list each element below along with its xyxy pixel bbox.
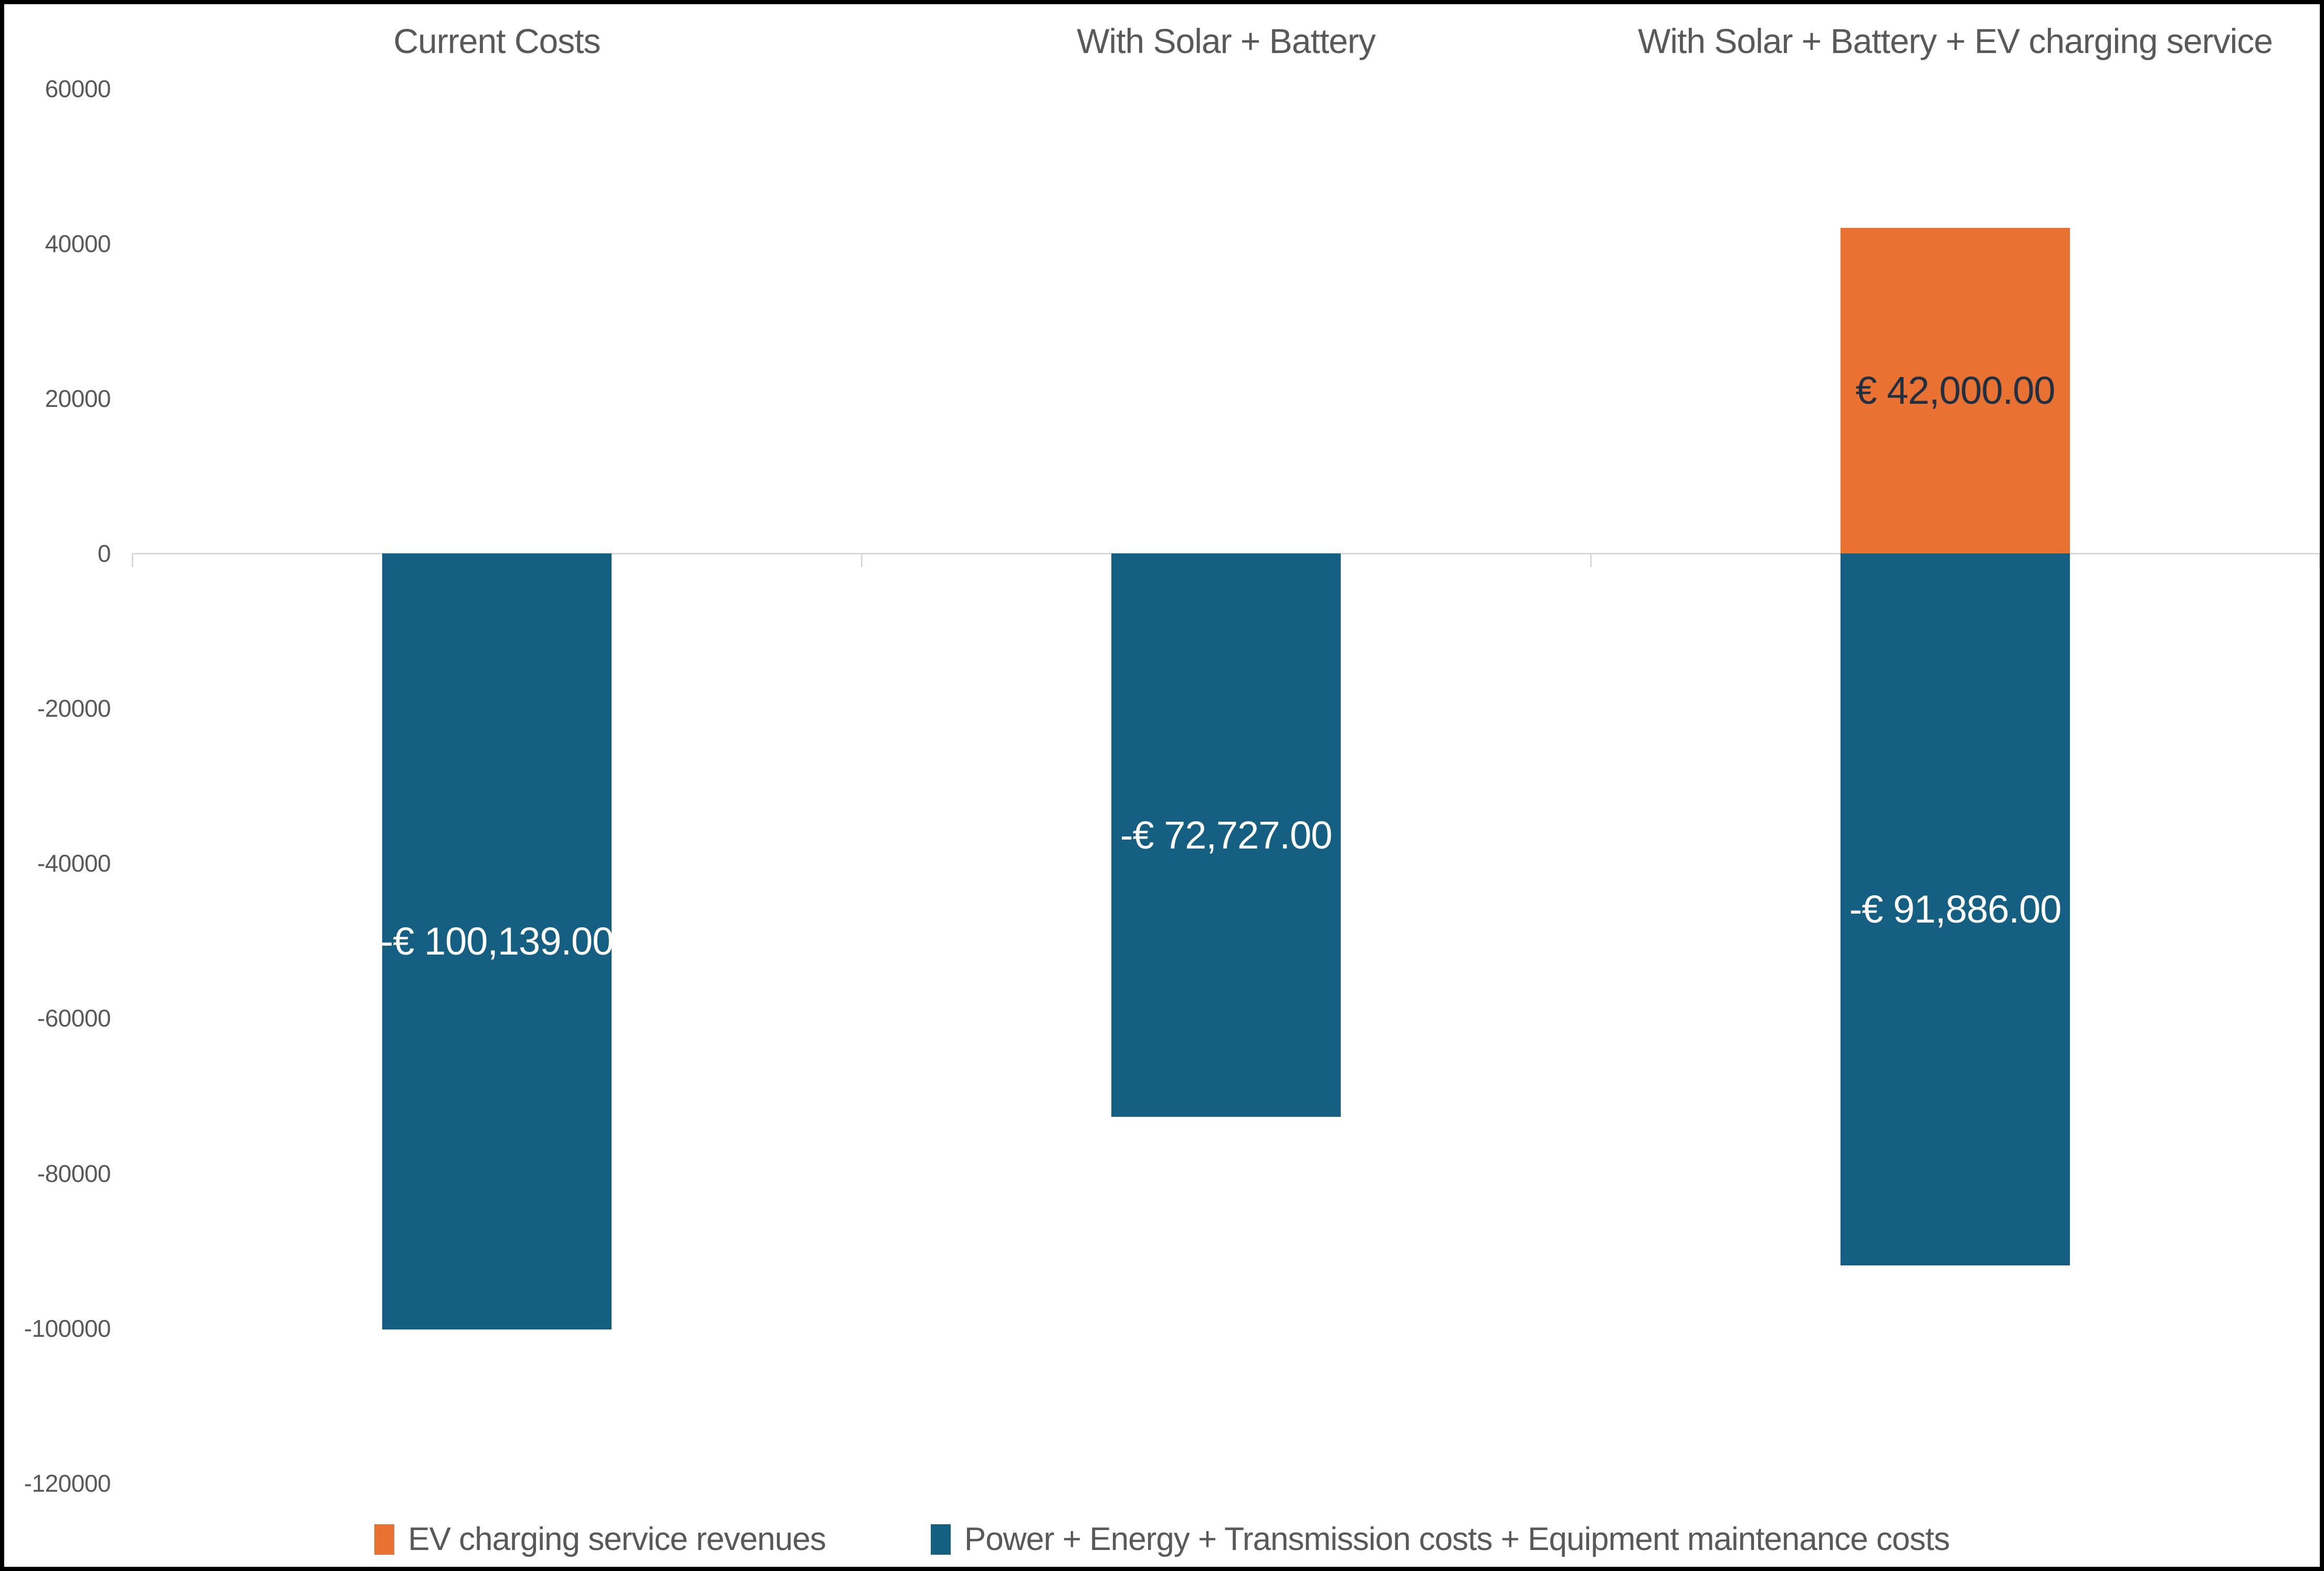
y-axis-tick-label: -20000	[37, 695, 111, 722]
bar-segment	[1841, 553, 2070, 1265]
x-axis-tick-mark	[2319, 553, 2320, 567]
bar-data-label: -€ 100,139.00	[380, 919, 614, 963]
bar-segment	[1841, 228, 2070, 553]
y-axis-tick-label: 0	[97, 540, 111, 567]
y-axis-tick-label: -80000	[37, 1159, 111, 1187]
legend-item: EV charging service revenues	[374, 1523, 826, 1556]
legend-label: EV charging service revenues	[408, 1521, 826, 1557]
y-axis-tick-label: -40000	[37, 850, 111, 877]
category-title: With Solar + Battery + EV charging servi…	[1638, 22, 2273, 60]
y-axis-tick-label: -120000	[24, 1469, 111, 1497]
bar-data-label: -€ 91,886.00	[1849, 887, 2062, 931]
bar-segment	[382, 553, 612, 1329]
legend-item: Power + Energy + Transmission costs + Eq…	[930, 1521, 1950, 1557]
y-axis-tick-label: -60000	[37, 1004, 111, 1032]
bar-segment	[1111, 553, 1341, 1117]
x-axis-tick-mark	[861, 553, 863, 567]
y-axis-tick-label: 20000	[45, 384, 111, 412]
chart-legend: EV charging service revenues Power + Ener…	[4, 1517, 2320, 1562]
y-axis-tick-label: 60000	[45, 75, 111, 102]
y-axis-tick-label: 40000	[45, 229, 111, 257]
legend-swatch-icon	[374, 1524, 395, 1555]
legend-swatch-icon	[930, 1524, 951, 1555]
category-title: With Solar + Battery	[1077, 22, 1376, 60]
x-axis-tick-mark	[1590, 553, 1592, 567]
x-axis-tick-mark	[132, 553, 133, 567]
bar-data-label: -€ 72,727.00	[1120, 813, 1333, 857]
y-axis-tick-label: -100000	[24, 1314, 111, 1342]
category-title: Current Costs	[393, 22, 601, 60]
bar-data-label: € 42,000.00	[1855, 369, 2056, 413]
legend-label: Power + Energy + Transmission costs + Eq…	[964, 1521, 1950, 1557]
